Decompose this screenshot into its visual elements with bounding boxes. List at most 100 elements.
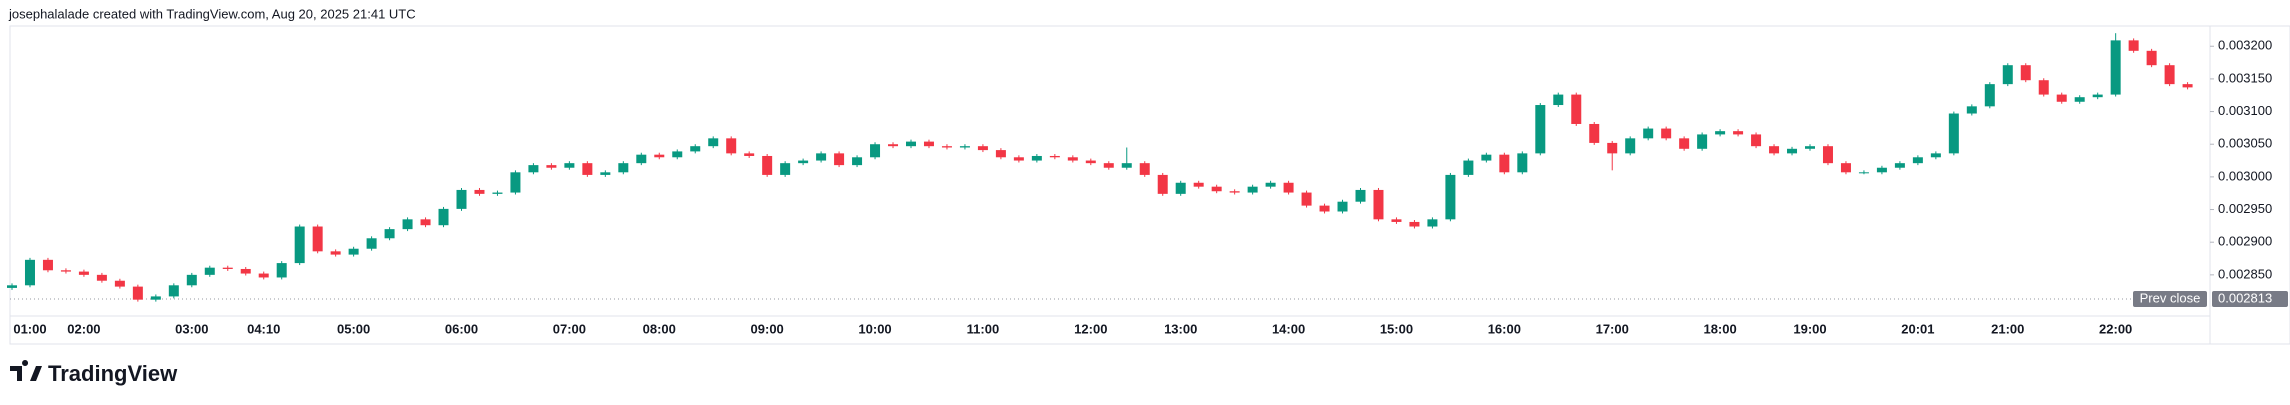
candle-body [1211,186,1222,192]
candle-body [672,151,683,158]
candle-body [2020,65,2031,81]
x-tick-label: 11:00 [967,321,1000,336]
candle-body [294,226,305,264]
candle-body [546,165,557,168]
x-tick-label: 19:00 [1793,321,1826,336]
candle-body [870,144,881,158]
x-tick-label: 09:00 [751,321,784,336]
candle-body [1499,154,1510,173]
y-tick-label: 0.002950 [2218,201,2272,216]
candle-body [2146,50,2157,66]
candle-body [2092,94,2103,98]
candle-body [1283,182,1294,193]
candle-body [1049,155,1060,158]
candle-body [150,296,161,300]
candle-body [1876,167,1887,173]
candle-body [1697,134,1708,149]
x-tick-label: 08:00 [643,321,676,336]
logo-text: TradingView [48,361,178,386]
x-tick-label: 02:00 [67,321,100,336]
candle-body [618,163,629,173]
candle-body [1427,219,1438,227]
candle-body [600,172,611,175]
x-tick-label: 06:00 [445,321,478,336]
candle-body [78,271,89,275]
candle-body [1319,205,1330,212]
candle-body [132,286,143,300]
candle-body [654,154,665,158]
candle-body [7,285,17,288]
candle-body [816,153,827,161]
candle-body [1966,106,1977,114]
candle-body [402,219,413,230]
candle-body [1193,182,1204,187]
candle-body [1373,189,1384,220]
x-tick-label: 04:10 [247,321,280,336]
candle-body [168,285,179,297]
x-tick-label: 13:00 [1164,321,1197,336]
candle-body [2110,40,2121,95]
candle-body [923,141,934,147]
candle-body [492,192,503,194]
candle-body [96,274,107,281]
x-tick-label: 15:00 [1380,321,1413,336]
candle-body [2038,80,2049,95]
candle-body [1894,163,1905,168]
prev-close-tag: Prev close [2140,290,2201,305]
prev-close-value: 0.002813 [2218,290,2272,305]
y-tick-label: 0.002900 [2218,234,2272,249]
candle-body [2056,94,2067,102]
candle-body [1912,157,1923,164]
candle-body [2002,65,2013,85]
candle-body [1355,189,1366,202]
candle-body [1517,153,1528,173]
candle-body [780,163,791,175]
candle-body [384,229,395,239]
candle-body [1769,146,1780,154]
candle-body [1715,131,1726,135]
candle-body [582,163,593,175]
candle-body [438,208,449,226]
candle-body [1822,146,1833,164]
candle-body [1031,155,1042,161]
candle-body [1409,221,1420,227]
y-tick-label: 0.003150 [2218,70,2272,85]
candle-body [510,172,521,193]
x-tick-label: 17:00 [1596,321,1629,336]
candle-body [708,138,719,147]
y-tick-label: 0.003200 [2218,38,2272,53]
y-tick-label: 0.002850 [2218,266,2272,281]
candle-body [1571,94,1582,124]
x-tick-label: 10:00 [858,321,891,336]
x-tick-label: 16:00 [1488,321,1521,336]
candle-body [1121,163,1132,168]
candle-body [1751,134,1762,147]
x-tick-label: 22:00 [2099,321,2132,336]
candle-body [1661,128,1672,139]
candle-body [1607,142,1618,154]
candle-body [995,150,1006,158]
candle-body [276,263,287,278]
candle-body [186,274,197,286]
x-tick-label: 18:00 [1703,321,1736,336]
candle-body [366,238,377,249]
candle-body [1948,113,1959,154]
x-tick-label: 05:00 [337,321,370,336]
candle-body [1085,160,1096,164]
prev-close-tag-bg [2133,291,2207,308]
candle-body [1175,182,1186,194]
candle-body [762,155,773,175]
candle-body [312,226,323,252]
candle-body [1481,154,1492,161]
candle-body [1984,84,1995,107]
candle-body [258,273,269,278]
candle-body [636,154,647,164]
x-tick-label: 21:00 [1991,321,2024,336]
candle-body [1391,219,1402,222]
candle-body [2182,84,2193,88]
candle-body [1858,172,1869,174]
prev-close-value-bg [2212,291,2288,308]
candle-body [1589,123,1600,143]
candle-body [222,267,233,269]
